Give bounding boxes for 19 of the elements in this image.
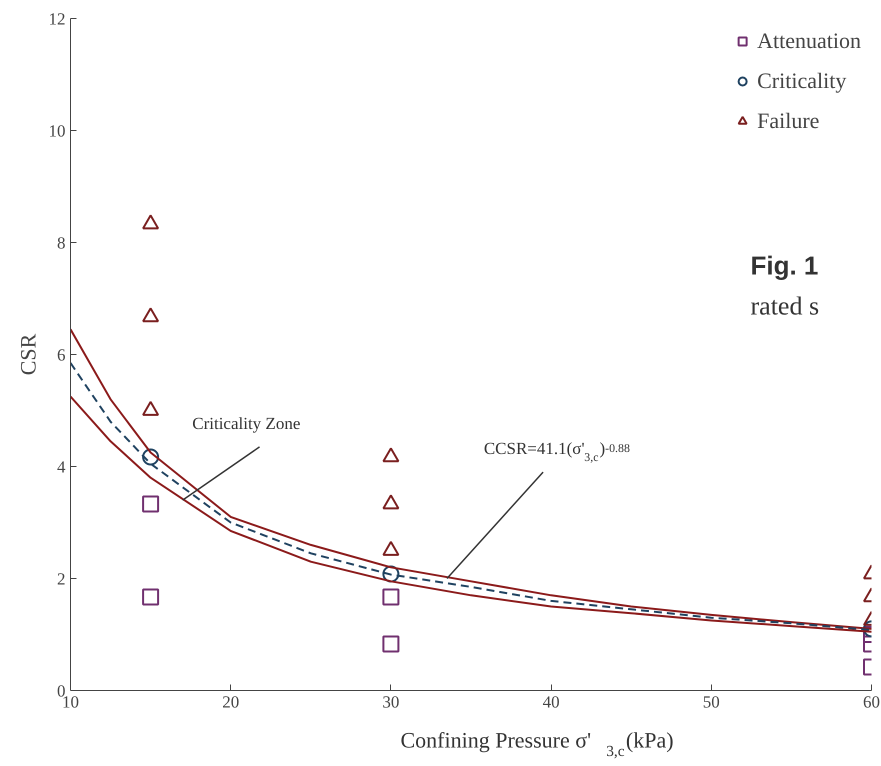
x-tick-label: 50 (702, 692, 720, 712)
x-tick-label: 20 (222, 692, 240, 712)
legend-label: Failure (757, 108, 820, 134)
y-axis-title: CSR (16, 333, 40, 376)
annotation: rated s (750, 292, 820, 320)
annotation: Criticality Zone (192, 414, 300, 433)
x-tick-label: 30 (382, 692, 400, 712)
x-tick-label: 60 (863, 692, 880, 712)
y-tick-label: 10 (48, 122, 66, 140)
x-tick-label: 40 (542, 692, 560, 712)
y-tick-label: 4 (57, 458, 66, 476)
y-tick-label: 8 (57, 234, 66, 252)
y-tick-label: 2 (57, 570, 66, 588)
legend-label: Attenuation (757, 28, 861, 54)
y-tick-label: 12 (48, 10, 66, 28)
y-tick-label: 6 (57, 346, 66, 364)
y-tick-label: 0 (57, 682, 66, 700)
annotation: Fig. 1 (750, 250, 818, 280)
legend-label: Criticality (757, 68, 846, 94)
